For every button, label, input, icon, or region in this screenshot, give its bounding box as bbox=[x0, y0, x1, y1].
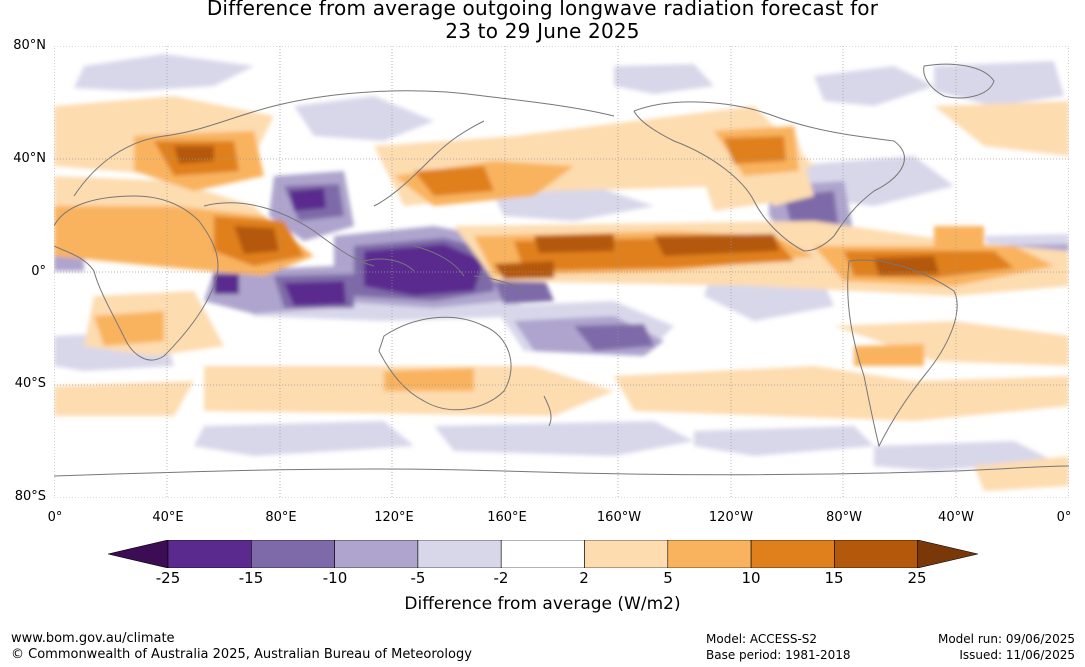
lon-label-0: 0° bbox=[47, 510, 63, 525]
colorbar-bin-6 bbox=[584, 540, 669, 568]
map-svg bbox=[53, 45, 1070, 499]
lat-label-80s: 80°S bbox=[14, 489, 46, 504]
lat-label-equator: 0° bbox=[31, 264, 46, 279]
base-period: Base period: 1981-2018 bbox=[706, 648, 851, 662]
colorbar-bin-7 bbox=[667, 540, 752, 568]
lon-label-160w: 160°W bbox=[596, 510, 642, 525]
colorbar-tick: -10 bbox=[322, 569, 348, 587]
colorbar-tick: 15 bbox=[824, 569, 844, 587]
lon-label-0-east: 0° bbox=[1056, 510, 1072, 525]
model-run-date: Model run: 09/06/2025 bbox=[937, 632, 1075, 646]
colorbar-tick: -15 bbox=[238, 569, 264, 587]
colorbar-tick: 25 bbox=[907, 569, 927, 587]
lat-label-40s: 40°S bbox=[14, 376, 46, 391]
colorbar-bin-5 bbox=[500, 540, 585, 568]
colorbar-upper-extend bbox=[917, 540, 978, 568]
colorbar-bin-1 bbox=[167, 540, 252, 568]
coastlines bbox=[53, 63, 1070, 477]
issued-date: Issued: 11/06/2025 bbox=[959, 648, 1075, 662]
colorbar bbox=[108, 540, 978, 568]
colorbar-tick: -25 bbox=[155, 569, 181, 587]
lat-label-40n: 40°N bbox=[13, 151, 46, 166]
colorbar-title: Difference from average (W/m2) bbox=[404, 594, 681, 614]
lon-label-40w: 40°W bbox=[938, 510, 974, 525]
map-title: Difference from average outgoing longwav… bbox=[0, 0, 1085, 43]
lon-label-40e: 40°E bbox=[152, 510, 184, 525]
copyright-text: © Commonwealth of Australia 2025, Austra… bbox=[11, 647, 472, 662]
colorbar-tick: -2 bbox=[493, 569, 509, 587]
colorbar-tick: 10 bbox=[741, 569, 761, 587]
colorbar-bin-2 bbox=[251, 540, 335, 568]
olr-anomaly-map bbox=[53, 45, 1070, 499]
model-name: Model: ACCESS-S2 bbox=[706, 632, 818, 646]
colorbar-bin-4 bbox=[417, 540, 502, 568]
graticule bbox=[54, 46, 1069, 498]
colorbar-bin-8 bbox=[750, 540, 835, 568]
lon-label-80e: 80°E bbox=[265, 510, 297, 525]
colorbar-bin-9 bbox=[834, 540, 919, 568]
lon-label-120e: 120°E bbox=[374, 510, 414, 525]
lat-label-80n: 80°N bbox=[13, 38, 46, 53]
colorbar-lower-extend bbox=[108, 540, 169, 568]
colorbar-tick: 2 bbox=[579, 569, 589, 587]
title-line-2: 23 to 29 June 2025 bbox=[445, 19, 640, 43]
colorbar-bin-3 bbox=[334, 540, 419, 568]
title-line-1: Difference from average outgoing longwav… bbox=[206, 0, 879, 20]
lon-label-160e: 160°E bbox=[487, 510, 527, 525]
colorbar-tick: 5 bbox=[663, 569, 673, 587]
lon-label-120w: 120°W bbox=[708, 510, 754, 525]
colorbar-tick: -5 bbox=[410, 569, 426, 587]
website-link[interactable]: www.bom.gov.au/climate bbox=[11, 631, 175, 646]
lon-label-80w: 80°W bbox=[826, 510, 862, 525]
anomaly-fields bbox=[54, 54, 1069, 491]
